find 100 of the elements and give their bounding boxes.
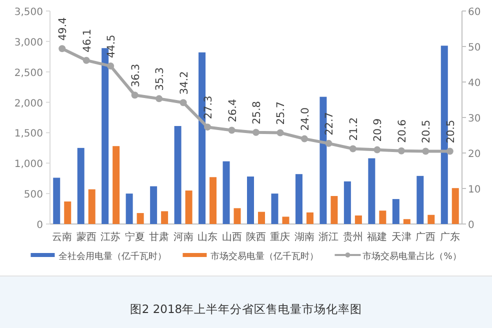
data-label: 20.6 (396, 119, 408, 143)
data-label: 25.7 (275, 101, 288, 125)
data-label: 22.7 (324, 112, 336, 136)
bar (77, 148, 84, 224)
bar (403, 219, 410, 224)
y-tick-label: 2,000 (14, 98, 43, 110)
x-tick-label: 陕西 (246, 231, 266, 243)
data-label: 49.4 (57, 16, 70, 41)
data-label: 20.9 (372, 118, 384, 142)
bar (247, 176, 254, 224)
bar (234, 208, 241, 224)
bar (136, 213, 144, 224)
y2-tick-label: 30 (468, 114, 481, 124)
bar (306, 212, 314, 224)
bar (64, 201, 72, 224)
bar (150, 186, 158, 224)
bar (185, 190, 192, 224)
bar (258, 212, 265, 224)
point (82, 56, 90, 64)
point (252, 128, 260, 136)
legend-label: 市场交易电量占比（%） (362, 251, 462, 262)
point (398, 147, 405, 154)
data-label: 27.3 (202, 96, 215, 120)
data-label: 26.4 (226, 98, 239, 122)
point (58, 45, 66, 52)
y-tick-label: 0 (36, 220, 43, 231)
y-tick-label: 2,500 (14, 68, 43, 79)
x-tick-label: 山东 (198, 231, 218, 243)
bar (330, 196, 338, 224)
y-tick-label: 3,000 (14, 37, 43, 48)
x-tick-label: 河南 (173, 231, 194, 243)
data-label: 20.5 (420, 120, 433, 144)
bar (271, 194, 278, 224)
point (131, 92, 138, 99)
point (180, 99, 187, 106)
bar (88, 189, 96, 224)
bar (428, 214, 435, 224)
bar (368, 158, 376, 224)
point (349, 145, 356, 152)
bar (452, 188, 459, 224)
point (422, 148, 430, 155)
bar (392, 199, 400, 224)
bar (344, 181, 351, 224)
caption: 图2 2018年上半年分省区售电量市场化率图 (130, 302, 362, 316)
y-tick-label: 1,500 (14, 128, 43, 140)
y2-tick-label: 60 (468, 7, 481, 18)
y2-tick-label: 40 (468, 78, 481, 89)
point (228, 126, 236, 134)
x-tick-label: 贵州 (342, 231, 363, 243)
x-tick-label: 广东 (440, 231, 460, 243)
x-tick-label: 甘肃 (149, 231, 170, 243)
x-tick-label: 福建 (367, 231, 388, 243)
bar (210, 177, 217, 224)
data-label: 44.5 (106, 34, 118, 58)
y-tick-label: 500 (24, 190, 43, 201)
y2-tick-label: 10 (468, 184, 481, 196)
data-label: 25.8 (251, 101, 263, 124)
x-tick-label: 蒙西 (76, 231, 96, 243)
bar (53, 178, 60, 224)
bar (354, 215, 362, 224)
point (446, 148, 454, 155)
bar (379, 210, 386, 224)
point (300, 135, 308, 142)
point (156, 95, 163, 102)
x-tick-label: 山西 (222, 231, 242, 243)
data-label: 46.1 (81, 28, 94, 52)
bar (161, 211, 168, 224)
x-tick-label: 天津 (391, 231, 412, 243)
x-tick-label: 湖南 (294, 231, 314, 243)
bar (416, 176, 424, 224)
data-label: 34.2 (178, 71, 190, 95)
data-label: 36.3 (130, 64, 142, 88)
bar (126, 194, 133, 224)
bar (282, 216, 290, 224)
y2-tick-label: 50 (468, 42, 481, 54)
y-tick-label: 1,000 (14, 159, 43, 170)
data-label: 24.0 (299, 107, 312, 131)
data-label: 21.2 (348, 117, 360, 141)
y2-tick-label: 0 (468, 220, 474, 231)
y2-tick-label: 20 (468, 149, 481, 160)
data-label: 35.3 (154, 67, 166, 91)
legend-label: 市场交易电量（亿千瓦时） (210, 251, 319, 262)
x-tick-label: 宁夏 (124, 231, 145, 243)
bar (440, 46, 448, 224)
data-label: 20.5 (444, 120, 457, 144)
x-tick-label: 云南 (52, 231, 72, 243)
point (276, 129, 284, 136)
x-tick-label: 浙江 (318, 231, 339, 243)
bar (295, 174, 302, 224)
x-tick-label: 江苏 (100, 231, 121, 243)
bar (112, 146, 120, 224)
x-tick-label: 广西 (416, 231, 436, 243)
y-tick-label: 3,500 (14, 7, 43, 18)
point (325, 140, 332, 147)
point (107, 62, 114, 70)
point (374, 146, 381, 154)
bar (174, 126, 182, 224)
point (204, 124, 212, 131)
bar (222, 161, 230, 224)
legend-label: 全社会用电量（亿千瓦时） (58, 251, 167, 262)
